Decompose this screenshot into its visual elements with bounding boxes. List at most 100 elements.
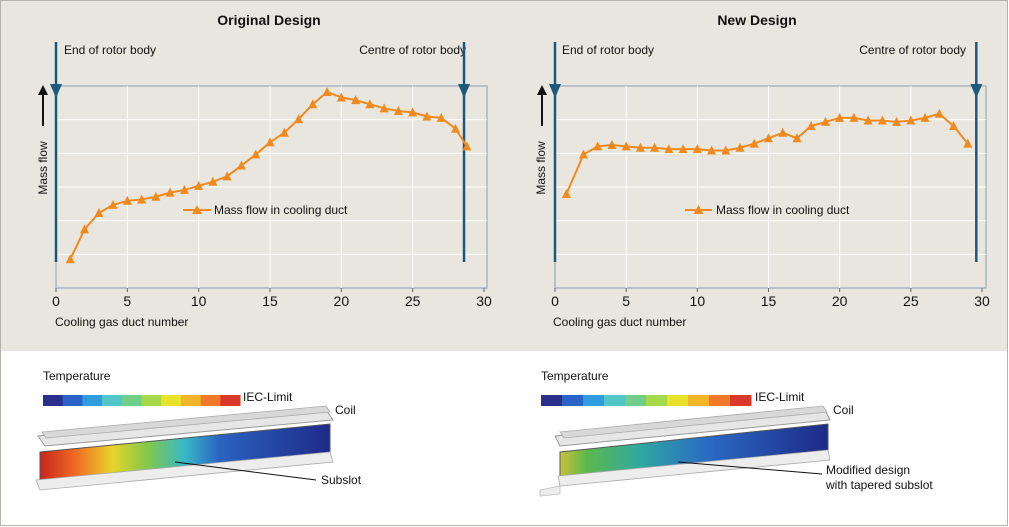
data-point bbox=[561, 189, 571, 198]
data-point bbox=[208, 176, 218, 186]
x-tick-label: 10 bbox=[690, 293, 706, 309]
data-point bbox=[749, 138, 759, 148]
data-point bbox=[165, 187, 175, 197]
y-axis-label: Mass flow bbox=[36, 141, 50, 195]
data-point bbox=[436, 112, 446, 122]
data-point bbox=[462, 141, 472, 151]
legend-marker bbox=[693, 205, 704, 214]
marker-arrowhead bbox=[549, 84, 561, 98]
data-point bbox=[65, 254, 75, 264]
data-point bbox=[336, 92, 346, 102]
data-point bbox=[294, 114, 304, 124]
data-point bbox=[963, 138, 973, 148]
x-axis-label: Cooling gas duct number bbox=[553, 315, 686, 329]
data-point bbox=[578, 149, 588, 159]
data-point bbox=[863, 115, 873, 125]
plot-area: 0 5 10 15 20 25 30 bbox=[537, 42, 990, 309]
scale-segment bbox=[562, 395, 584, 406]
data-point bbox=[365, 99, 375, 109]
data-point bbox=[949, 121, 959, 130]
data-point bbox=[820, 116, 830, 126]
iec-limit-label: IEC-Limit bbox=[755, 390, 805, 404]
scale-segment bbox=[646, 395, 668, 406]
data-point bbox=[450, 123, 460, 133]
data-point bbox=[593, 141, 603, 151]
y-axis-arrowhead bbox=[38, 85, 48, 95]
scale-segment bbox=[200, 395, 221, 406]
x-tick-label: 5 bbox=[622, 293, 630, 309]
data-point bbox=[806, 121, 816, 130]
data-point bbox=[650, 142, 660, 152]
x-tick-label: 15 bbox=[262, 293, 278, 309]
x-tick-label: 5 bbox=[123, 293, 131, 309]
data-point bbox=[678, 144, 688, 154]
scale-segment bbox=[62, 395, 83, 406]
scale-segment bbox=[667, 395, 689, 406]
data-point bbox=[179, 184, 189, 194]
scale-segment bbox=[583, 395, 605, 406]
marker-left-label: End of rotor body bbox=[562, 43, 654, 57]
temperature-scale bbox=[43, 395, 241, 406]
data-point bbox=[764, 133, 773, 143]
scale-segment bbox=[709, 395, 731, 406]
chart-new: New Design End of rotor body Centre of r… bbox=[534, 12, 990, 329]
data-point bbox=[877, 115, 887, 125]
data-point bbox=[422, 111, 432, 121]
x-tick-label: 25 bbox=[405, 293, 421, 309]
data-point bbox=[322, 87, 332, 96]
scale-segment bbox=[688, 395, 710, 406]
data-point bbox=[735, 142, 745, 152]
legend-marker bbox=[192, 205, 202, 214]
coil-illustration bbox=[539, 405, 831, 497]
iec-limit-label: IEC-Limit bbox=[243, 390, 293, 404]
data-point bbox=[934, 108, 944, 118]
data-point bbox=[721, 145, 731, 155]
data-point bbox=[308, 99, 318, 109]
legend-label: Mass flow in cooling duct bbox=[214, 203, 348, 217]
data-point bbox=[265, 137, 275, 147]
coil-illustration bbox=[35, 405, 334, 491]
data-point bbox=[607, 140, 617, 150]
x-tick-label: 0 bbox=[52, 293, 60, 309]
temperature-title: Temperature bbox=[541, 369, 609, 383]
marker-arrowhead bbox=[970, 84, 983, 98]
subslot-label-line1: Modified design bbox=[826, 463, 910, 477]
temperature-left: Temperature IEC-Limit Coil Subslot bbox=[35, 369, 362, 491]
data-point bbox=[236, 160, 246, 170]
data-point bbox=[849, 112, 859, 122]
data-point bbox=[137, 194, 147, 204]
scale-segment bbox=[180, 395, 202, 406]
scale-segment bbox=[730, 395, 752, 406]
coil-label: Coil bbox=[833, 403, 854, 417]
data-point bbox=[279, 127, 289, 137]
data-point bbox=[108, 199, 118, 209]
data-point bbox=[393, 106, 403, 116]
data-point bbox=[778, 127, 788, 137]
temperature-right: Temperature IEC-Limit Coil Modified desi… bbox=[539, 369, 933, 497]
data-point bbox=[251, 149, 261, 159]
plot-area: 0 5 10 15 20 25 30 bbox=[38, 42, 492, 309]
coil-label: Coil bbox=[335, 403, 356, 417]
data-point bbox=[122, 195, 132, 205]
data-point bbox=[635, 142, 645, 152]
data-point bbox=[151, 191, 161, 201]
scale-segment bbox=[541, 395, 563, 406]
scale-segment bbox=[121, 395, 142, 406]
y-axis-label: Mass flow bbox=[534, 141, 548, 195]
subslot-label: Subslot bbox=[321, 473, 362, 487]
chart-original: Original Design End of rotor body Centre… bbox=[36, 12, 492, 329]
x-tick-label: 30 bbox=[974, 293, 990, 309]
data-point bbox=[408, 107, 418, 117]
y-axis-arrowhead bbox=[537, 85, 547, 95]
scale-segment bbox=[220, 395, 241, 406]
x-tick-label: 30 bbox=[476, 293, 492, 309]
data-point bbox=[222, 171, 232, 181]
x-tick-label: 20 bbox=[334, 293, 350, 309]
data-point bbox=[194, 180, 204, 190]
x-tick-label: 20 bbox=[832, 293, 848, 309]
marker-right-label: Centre of rotor body bbox=[359, 43, 466, 57]
data-point bbox=[664, 144, 674, 154]
x-tick-label: 0 bbox=[551, 293, 559, 309]
subslot-label-line2: with tapered subslot bbox=[825, 478, 933, 492]
x-tick-label: 10 bbox=[191, 293, 207, 309]
